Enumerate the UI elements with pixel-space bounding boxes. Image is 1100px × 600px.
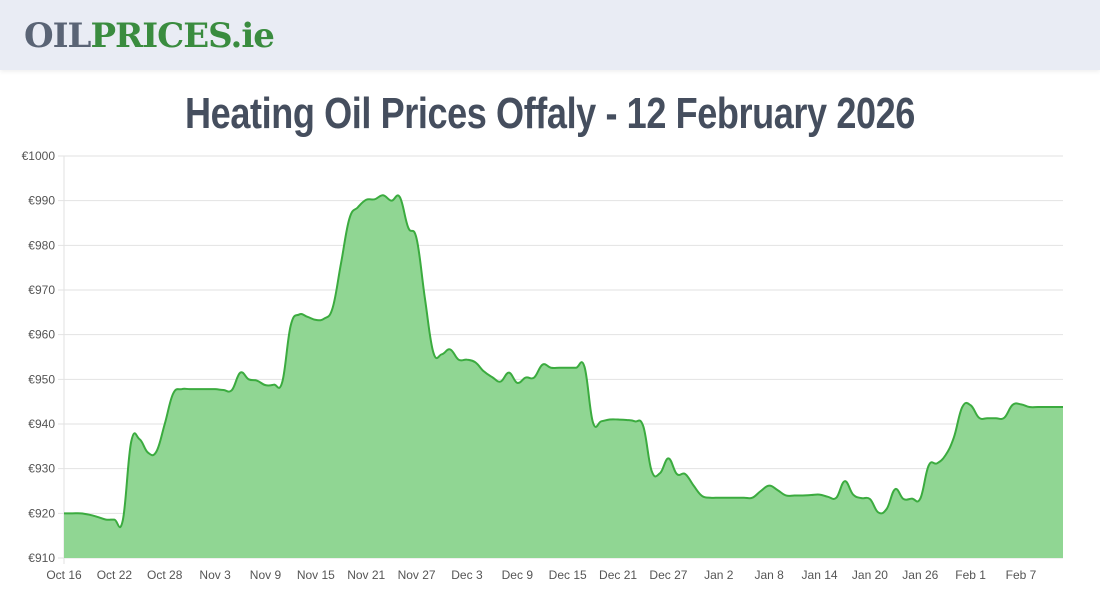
x-tick-label: Jan 14	[802, 568, 838, 582]
x-tick-label: Jan 26	[902, 568, 938, 582]
x-tick-label: Jan 8	[754, 568, 784, 582]
logo-prices-text: PRICES.ie	[90, 16, 274, 56]
y-tick-label: €950	[28, 372, 55, 386]
x-tick-label: Oct 28	[147, 568, 183, 582]
x-tick-label: Dec 21	[599, 568, 637, 582]
y-tick-label: €980	[28, 238, 55, 252]
x-tick-label: Dec 15	[549, 568, 587, 582]
x-tick-label: Jan 2	[704, 568, 734, 582]
page-title: Heating Oil Prices Offaly - 12 February …	[185, 89, 915, 138]
x-tick-label: Nov 9	[250, 568, 282, 582]
x-tick-label: Nov 3	[199, 568, 231, 582]
y-tick-label: €910	[28, 551, 55, 565]
y-tick-label: €940	[28, 417, 55, 431]
price-area-fill	[64, 195, 1063, 559]
x-tick-label: Oct 22	[97, 568, 133, 582]
x-tick-label: Nov 27	[398, 568, 436, 582]
x-tick-label: Feb 7	[1006, 568, 1037, 582]
y-tick-label: €1000	[22, 149, 56, 163]
x-axis: Oct 16 Oct 22 Oct 28 Nov 3 Nov 9 Nov 15 Nov 21…	[46, 568, 1036, 582]
site-header: OILPRICES.ie	[0, 0, 1100, 70]
y-tick-label: €960	[28, 328, 55, 342]
x-tick-label: Nov 15	[297, 568, 335, 582]
x-tick-label: Jan 20	[852, 568, 888, 582]
y-axis: €910 €920 €930 €940 €950 €960 €970 €980 €990 €100…	[22, 149, 56, 565]
price-line	[63, 194, 1063, 529]
x-tick-label: Nov 21	[347, 568, 385, 582]
site-logo[interactable]: OILPRICES.ie	[24, 16, 275, 56]
y-tick-label: €930	[28, 462, 55, 476]
logo-oil-text: OIL	[24, 16, 91, 56]
x-tick-label: Dec 9	[502, 568, 534, 582]
x-tick-label: Dec 3	[451, 568, 483, 582]
y-tick-label: €990	[28, 194, 55, 208]
x-tick-label: Oct 16	[46, 568, 82, 582]
y-tick-label: €920	[28, 506, 55, 520]
y-tick-label: €970	[28, 283, 55, 297]
x-tick-label: Feb 1	[955, 568, 986, 582]
x-tick-label: Dec 27	[649, 568, 687, 582]
